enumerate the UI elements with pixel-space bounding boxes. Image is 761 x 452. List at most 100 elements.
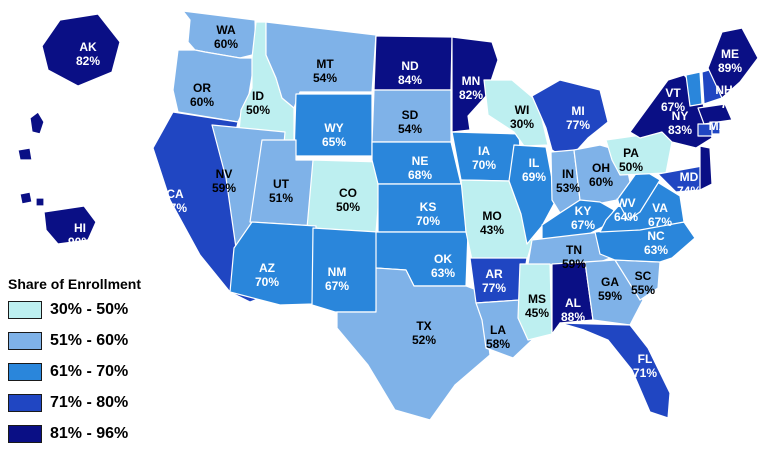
state-label-az: AZ — [259, 261, 275, 275]
state-label-al: AL — [565, 296, 581, 310]
state-hi-island — [35, 197, 45, 207]
state-al — [551, 261, 594, 335]
legend-label: 30% - 50% — [50, 301, 129, 318]
state-label-tx: TX — [416, 319, 431, 333]
state-value-az: 70% — [255, 275, 279, 289]
state-label-hi: HI — [74, 221, 86, 235]
state-nc — [594, 221, 696, 263]
state-value-md: 74% — [677, 184, 701, 198]
state-hi — [43, 205, 97, 245]
state-value-pa: 50% — [619, 160, 643, 174]
state-value-va: 67% — [648, 215, 672, 229]
state-label-nd: ND — [401, 59, 419, 73]
state-value-me: 89% — [718, 61, 742, 75]
legend-title: Share of Enrollment — [8, 276, 142, 292]
state-label-nv: NV — [216, 167, 233, 181]
state-value-ma: 96 — [711, 133, 725, 147]
state-label-sd: SD — [402, 108, 419, 122]
state-label-in: IN — [562, 167, 574, 181]
state-label-tn: TN — [566, 243, 582, 257]
state-value-sc: 55% — [631, 283, 655, 297]
state-ak-island — [17, 147, 33, 161]
state-value-sd: 54% — [398, 122, 422, 136]
state-value-id: 50% — [246, 103, 270, 117]
state-label-ne: NE — [412, 154, 429, 168]
state-label-wv: WV — [616, 196, 635, 210]
legend-label: 61% - 70% — [50, 363, 129, 380]
state-label-ks: KS — [420, 200, 437, 214]
state-label-mo: MO — [482, 209, 501, 223]
state-value-ny: 83% — [668, 123, 692, 137]
state-label-ma: MA — [709, 119, 728, 133]
state-label-ga: GA — [601, 275, 619, 289]
state-value-ak: 82% — [76, 54, 100, 68]
state-value-ca: 77% — [163, 201, 187, 215]
legend-swatch — [8, 301, 42, 319]
state-label-me: ME — [721, 47, 739, 61]
state-tx — [336, 267, 491, 421]
state-value-wv: 64% — [614, 210, 638, 224]
state-value-la: 58% — [486, 337, 510, 351]
state-value-nh: 7 — [721, 97, 728, 111]
state-value-ne: 68% — [408, 168, 432, 182]
state-ga — [584, 259, 644, 326]
state-label-mn: MN — [462, 74, 481, 88]
state-value-hi: 90% — [68, 235, 92, 249]
state-label-vt: VT — [665, 86, 681, 100]
state-il — [508, 144, 557, 245]
state-value-co: 50% — [336, 200, 360, 214]
state-label-ia: IA — [478, 144, 490, 158]
state-nj — [699, 145, 713, 191]
state-value-in: 53% — [556, 181, 580, 195]
state-value-ok: 63% — [431, 266, 455, 280]
state-value-al: 88% — [561, 310, 585, 324]
state-value-ut: 51% — [269, 191, 293, 205]
state-ak — [41, 13, 121, 87]
state-label-ny: NY — [672, 109, 689, 123]
state-label-ut: UT — [273, 177, 290, 191]
state-value-wa: 60% — [214, 37, 238, 51]
state-value-tx: 52% — [412, 333, 436, 347]
legend-label: 71% - 80% — [50, 394, 129, 411]
state-value-nd: 84% — [398, 73, 422, 87]
us-state-map: WA60%OR60%CA77%ID50%NV59%MT54%WY65%UT51%… — [17, 10, 759, 421]
state-value-ga: 59% — [598, 289, 622, 303]
state-label-ca: CA — [166, 187, 184, 201]
state-az — [229, 221, 317, 306]
state-me — [707, 27, 759, 99]
state-label-la: LA — [490, 323, 506, 337]
state-label-nm: NM — [328, 265, 347, 279]
state-hi-island — [19, 191, 33, 205]
legend-item: 61% - 70% — [8, 359, 198, 385]
state-label-co: CO — [339, 186, 357, 200]
state-value-mt: 54% — [313, 71, 337, 85]
legend-item: 51% - 60% — [8, 328, 198, 354]
state-label-ms: MS — [528, 292, 546, 306]
state-value-nv: 59% — [212, 181, 236, 195]
state-value-wi: 30% — [510, 117, 534, 131]
state-label-ak: AK — [79, 40, 97, 54]
state-label-wi: WI — [515, 103, 530, 117]
state-value-ks: 70% — [416, 214, 440, 228]
state-label-ky: KY — [575, 204, 592, 218]
state-ms — [517, 263, 553, 341]
legend-item: 81% - 96% — [8, 421, 198, 447]
state-wv — [616, 167, 661, 221]
state-label-id: ID — [252, 89, 264, 103]
legend-swatch — [8, 363, 42, 381]
state-label-nh: NH — [715, 83, 732, 97]
state-label-nc: NC — [647, 229, 665, 243]
state-value-ky: 67% — [571, 218, 595, 232]
legend-label: 81% - 96% — [50, 425, 129, 442]
state-value-oh: 60% — [589, 175, 613, 189]
enrollment-map: WA 60% OR 60% CA 77% ID 50% NV 59% MT 54% WY 65% UT 51%… — [8, 10, 759, 443]
state-label-il: IL — [529, 156, 540, 170]
state-ri — [711, 121, 721, 135]
state-label-mi: MI — [571, 104, 584, 118]
state-mt — [265, 21, 377, 109]
legend-swatch — [8, 332, 42, 350]
state-value-nc: 63% — [644, 243, 668, 257]
map-legend: Share of Enrollment 30% - 50% 51% - 60% … — [8, 276, 198, 452]
state-value-ia: 70% — [472, 158, 496, 172]
legend-label: 51% - 60% — [50, 332, 129, 349]
